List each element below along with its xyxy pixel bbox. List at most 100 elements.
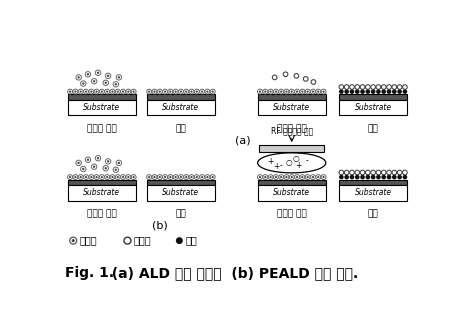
- Bar: [68, 180, 136, 185]
- Text: Fig. 1.: Fig. 1.: [65, 266, 115, 280]
- Text: +: +: [273, 162, 280, 171]
- Circle shape: [185, 176, 187, 178]
- Bar: [147, 185, 215, 201]
- Circle shape: [322, 176, 325, 178]
- Circle shape: [164, 176, 166, 178]
- Bar: [339, 94, 407, 100]
- Bar: [68, 185, 136, 201]
- Text: 전구체: 전구체: [80, 236, 97, 246]
- Circle shape: [201, 90, 203, 93]
- Circle shape: [312, 90, 314, 93]
- Bar: [147, 94, 215, 100]
- Circle shape: [402, 175, 407, 179]
- Circle shape: [180, 90, 182, 93]
- Text: 퍼지: 퍼지: [368, 210, 379, 219]
- Circle shape: [191, 90, 192, 93]
- Bar: [339, 180, 407, 185]
- Circle shape: [201, 176, 203, 178]
- Circle shape: [115, 168, 117, 171]
- Circle shape: [360, 89, 365, 94]
- Circle shape: [296, 176, 298, 178]
- Text: 전구체 공급: 전구체 공급: [87, 210, 117, 219]
- Circle shape: [371, 175, 375, 179]
- Circle shape: [317, 90, 319, 93]
- Circle shape: [365, 175, 370, 179]
- Bar: [68, 94, 136, 100]
- Circle shape: [69, 90, 71, 93]
- Bar: [259, 145, 324, 152]
- Circle shape: [376, 175, 381, 179]
- Circle shape: [270, 176, 272, 178]
- Circle shape: [128, 176, 129, 178]
- Text: Substrate: Substrate: [83, 188, 120, 197]
- Circle shape: [80, 176, 82, 178]
- Circle shape: [122, 176, 124, 178]
- Text: Substrate: Substrate: [163, 188, 200, 197]
- Circle shape: [169, 90, 172, 93]
- Text: 반응체 공급: 반응체 공급: [277, 124, 307, 133]
- Text: Substrate: Substrate: [273, 103, 310, 112]
- Circle shape: [69, 176, 71, 178]
- Circle shape: [128, 90, 129, 93]
- Circle shape: [169, 176, 172, 178]
- Circle shape: [133, 90, 135, 93]
- Bar: [258, 180, 326, 185]
- Text: +: +: [267, 157, 273, 166]
- Circle shape: [77, 76, 80, 78]
- Text: ○: ○: [292, 155, 299, 164]
- Circle shape: [397, 89, 402, 94]
- Circle shape: [339, 175, 344, 179]
- Bar: [147, 180, 215, 185]
- Text: -: -: [280, 161, 283, 170]
- Circle shape: [95, 90, 98, 93]
- Circle shape: [350, 175, 354, 179]
- Circle shape: [312, 176, 314, 178]
- Circle shape: [133, 176, 135, 178]
- Circle shape: [365, 89, 370, 94]
- Circle shape: [107, 75, 109, 77]
- Circle shape: [280, 176, 282, 178]
- Text: 반응체: 반응체: [134, 236, 151, 246]
- Circle shape: [111, 176, 114, 178]
- Circle shape: [77, 162, 80, 164]
- Circle shape: [275, 90, 277, 93]
- Text: Substrate: Substrate: [273, 188, 310, 197]
- Circle shape: [115, 83, 117, 86]
- Circle shape: [211, 90, 214, 93]
- Text: +: +: [295, 161, 301, 170]
- Circle shape: [291, 176, 293, 178]
- Circle shape: [176, 237, 183, 244]
- Bar: [258, 94, 326, 100]
- Circle shape: [322, 90, 325, 93]
- Circle shape: [82, 82, 84, 85]
- Circle shape: [101, 90, 103, 93]
- Circle shape: [174, 90, 177, 93]
- Circle shape: [87, 73, 89, 75]
- Circle shape: [164, 90, 166, 93]
- Circle shape: [97, 72, 99, 74]
- Circle shape: [93, 166, 95, 168]
- Text: RF 플라즈마 인가: RF 플라즈마 인가: [271, 126, 313, 135]
- Text: ○: ○: [285, 157, 292, 167]
- Circle shape: [196, 90, 198, 93]
- Circle shape: [387, 89, 392, 94]
- Circle shape: [118, 76, 120, 78]
- Bar: [68, 100, 136, 115]
- Circle shape: [85, 90, 87, 93]
- Circle shape: [159, 176, 161, 178]
- Circle shape: [101, 176, 103, 178]
- Text: (b): (b): [152, 221, 168, 231]
- Circle shape: [72, 239, 75, 242]
- Circle shape: [111, 90, 114, 93]
- Circle shape: [82, 168, 84, 170]
- Text: 전구체 공급: 전구체 공급: [87, 124, 117, 133]
- Circle shape: [392, 175, 397, 179]
- Circle shape: [382, 175, 386, 179]
- Circle shape: [301, 176, 303, 178]
- Circle shape: [174, 176, 177, 178]
- Circle shape: [117, 176, 119, 178]
- Circle shape: [154, 90, 155, 93]
- Circle shape: [344, 175, 349, 179]
- Text: 반응체 공급: 반응체 공급: [277, 210, 307, 219]
- Circle shape: [148, 90, 150, 93]
